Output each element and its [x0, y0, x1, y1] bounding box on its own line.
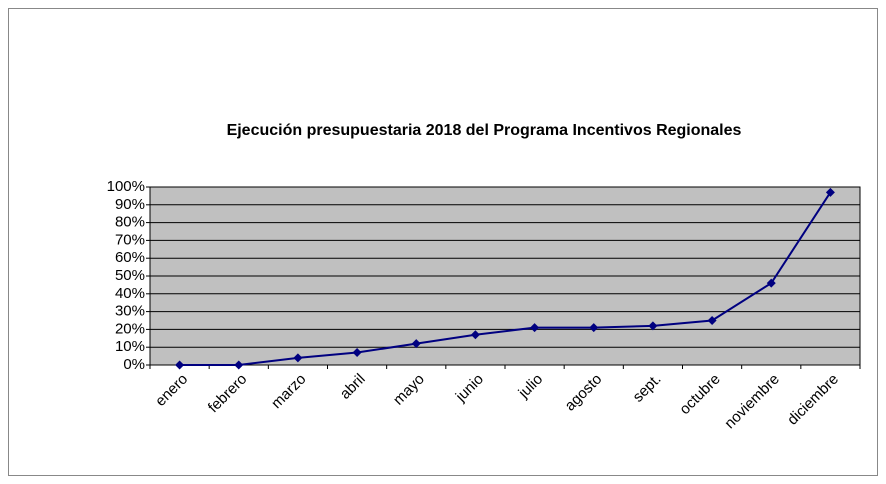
y-tick-label: 50% — [115, 267, 145, 284]
data-point — [766, 278, 776, 288]
y-tick-label: 70% — [115, 231, 145, 248]
data-point — [707, 316, 717, 325]
data-point — [825, 187, 835, 197]
data-point — [411, 339, 421, 349]
data-point — [530, 323, 540, 333]
data-line — [179, 191, 832, 366]
data-point — [589, 323, 599, 333]
data-point — [293, 353, 303, 363]
y-tick-label: 0% — [123, 356, 145, 373]
y-tick-label: 90% — [115, 196, 145, 213]
data-point — [470, 330, 480, 340]
y-tick-label: 20% — [115, 320, 145, 337]
data-point — [648, 321, 658, 331]
y-tick-label: 60% — [115, 249, 145, 266]
data-point — [234, 360, 244, 370]
y-tick-label: 100% — [107, 178, 145, 195]
y-tick-label: 40% — [115, 285, 145, 302]
data-point — [352, 348, 362, 358]
y-tick-label: 10% — [115, 338, 145, 355]
data-point — [175, 360, 185, 370]
y-tick-label: 80% — [115, 214, 145, 231]
y-tick-label: 30% — [115, 303, 145, 320]
chart-title: Ejecución presupuestaria 2018 del Progra… — [227, 122, 742, 139]
